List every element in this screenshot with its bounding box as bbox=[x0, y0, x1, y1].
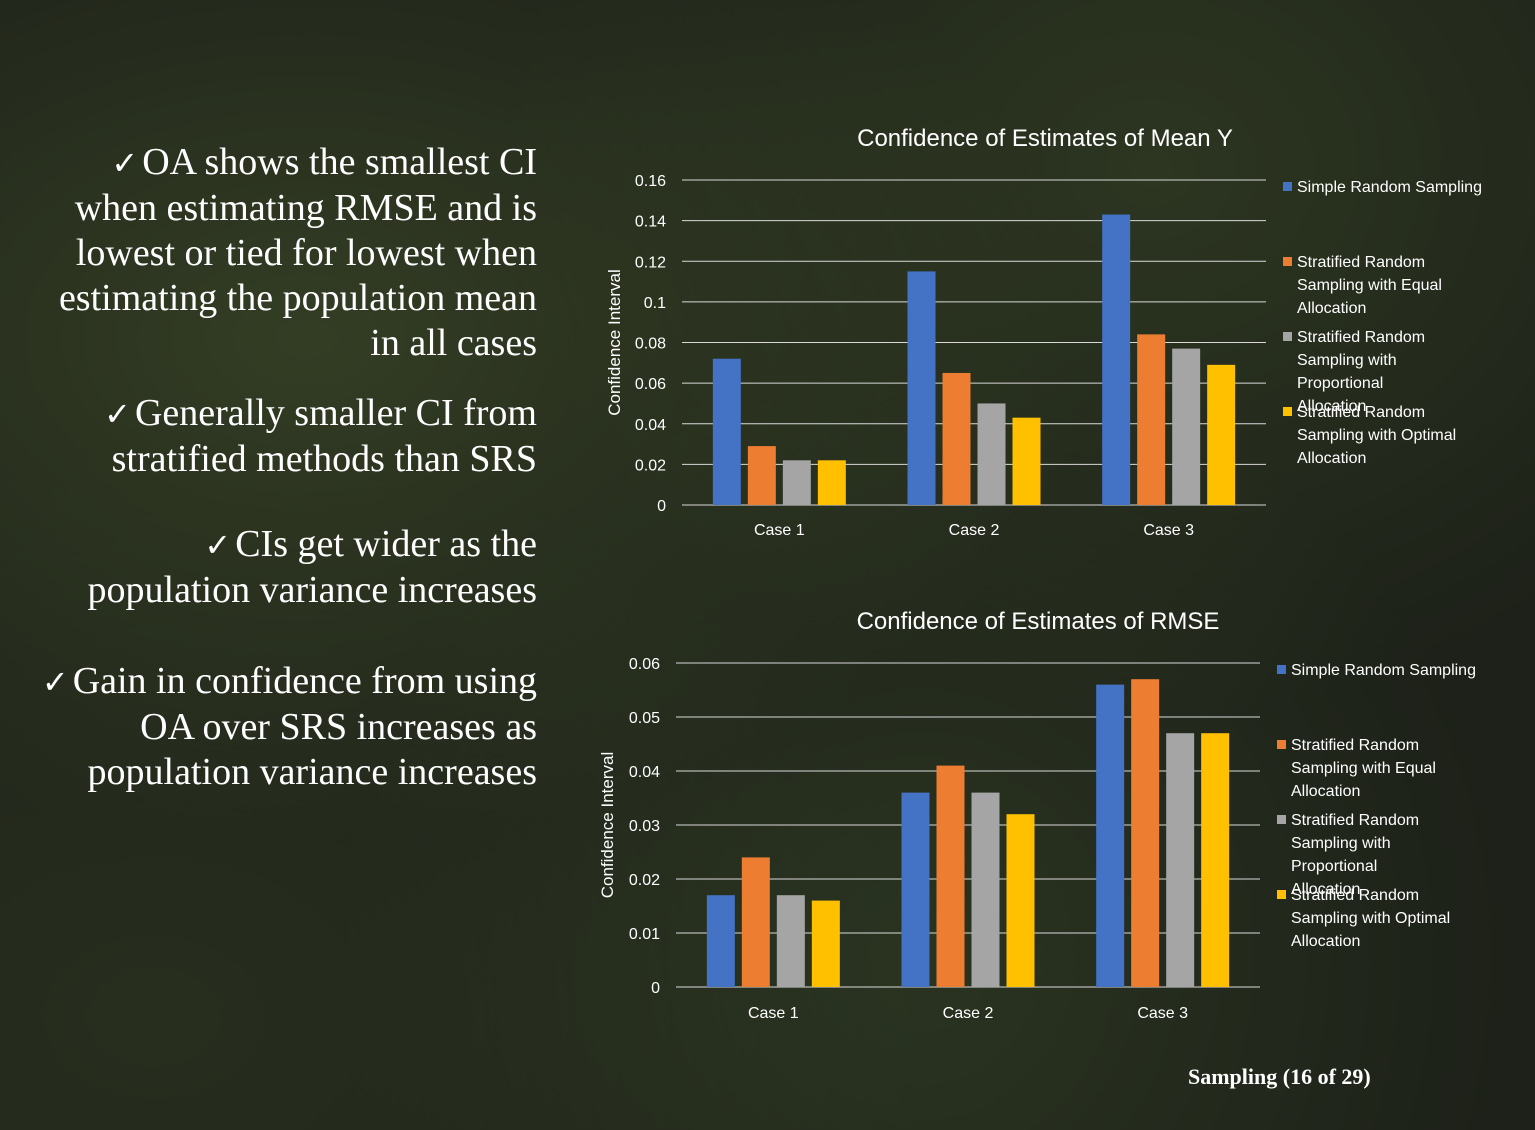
bullet-item: ✓ Gain in confidence from using OA over S… bbox=[40, 659, 537, 795]
bullet-item: ✓ Generally smaller CI from stratified me… bbox=[40, 391, 537, 482]
y-tick-label: 0.08 bbox=[635, 336, 666, 353]
check-icon: ✓ bbox=[104, 395, 131, 433]
slide-footer: Sampling (16 of 29) bbox=[1188, 1064, 1371, 1089]
bar bbox=[1207, 364, 1236, 505]
bullet-text: Generally smaller CI from stratified met… bbox=[111, 392, 537, 480]
legend-label: Stratified Random Sampling with Equal Allo… bbox=[1297, 254, 1442, 317]
y-tick-label: 0 bbox=[657, 498, 666, 515]
bar bbox=[706, 895, 735, 987]
chart-title: Confidence of Estimates of Mean Y bbox=[857, 125, 1233, 152]
check-icon: ✓ bbox=[204, 526, 232, 564]
bar bbox=[811, 900, 840, 987]
check-icon: ✓ bbox=[41, 663, 69, 701]
legend-swatch bbox=[1283, 182, 1292, 191]
bar bbox=[712, 358, 741, 505]
y-tick-label: 0.03 bbox=[629, 818, 660, 835]
legend-label: Simple Random Sampling bbox=[1297, 179, 1482, 196]
y-tick-label: 0 bbox=[651, 980, 660, 997]
y-tick-label: 0.06 bbox=[629, 656, 660, 673]
bar bbox=[747, 446, 776, 505]
bullet-text: Gain in confidence from using OA over SR… bbox=[72, 660, 537, 793]
x-tick-label: Case 1 bbox=[748, 1005, 799, 1022]
y-tick-label: 0.01 bbox=[629, 926, 660, 943]
legend-label: Stratified Random Sampling with Proportion… bbox=[1297, 329, 1425, 415]
bar bbox=[971, 792, 1000, 987]
x-tick-label: Case 1 bbox=[754, 522, 805, 539]
y-tick-label: 0.04 bbox=[635, 417, 666, 434]
y-axis-label: Confidence Interval bbox=[598, 752, 617, 898]
y-tick-label: 0.05 bbox=[629, 710, 660, 727]
bar bbox=[741, 857, 770, 987]
bar bbox=[782, 460, 811, 505]
y-tick-label: 0.04 bbox=[629, 764, 660, 781]
bar bbox=[1172, 348, 1201, 505]
bullet-text: CIs get wider as the population variance… bbox=[87, 523, 537, 611]
bar bbox=[817, 460, 846, 505]
legend-swatch bbox=[1277, 815, 1286, 824]
bar bbox=[1012, 417, 1041, 505]
x-tick-label: Case 2 bbox=[943, 1005, 994, 1022]
chart-title: Confidence of Estimates of RMSE bbox=[857, 608, 1220, 635]
y-tick-label: 0.1 bbox=[644, 295, 666, 312]
bar bbox=[1006, 814, 1035, 987]
legend-swatch bbox=[1277, 665, 1286, 674]
x-tick-label: Case 3 bbox=[1143, 522, 1194, 539]
bar bbox=[936, 765, 965, 987]
legend-label: Simple Random Sampling bbox=[1291, 662, 1476, 679]
bullet-list: ✓ OA shows the smallest CI when estimatin… bbox=[40, 140, 537, 820]
y-axis-label: Confidence Interval bbox=[605, 269, 624, 415]
y-tick-label: 0.06 bbox=[635, 376, 666, 393]
y-tick-label: 0.14 bbox=[635, 214, 666, 231]
bar bbox=[942, 372, 971, 505]
legend-swatch bbox=[1283, 407, 1292, 416]
y-tick-label: 0.02 bbox=[635, 457, 666, 474]
x-tick-label: Case 2 bbox=[949, 522, 1000, 539]
legend-swatch bbox=[1277, 740, 1286, 749]
legend-label: Stratified Random Sampling with Proportion… bbox=[1291, 812, 1419, 898]
bar bbox=[907, 271, 936, 505]
bar bbox=[1137, 334, 1166, 505]
bullet-item: ✓ CIs get wider as the population varianc… bbox=[40, 522, 537, 613]
legend-swatch bbox=[1283, 257, 1292, 266]
bar bbox=[901, 792, 930, 987]
bar bbox=[977, 403, 1006, 505]
y-tick-label: 0.02 bbox=[629, 872, 660, 889]
x-tick-label: Case 3 bbox=[1137, 1005, 1188, 1022]
bar bbox=[1102, 214, 1131, 505]
bar bbox=[1166, 733, 1195, 987]
bar bbox=[1201, 733, 1230, 987]
y-tick-label: 0.12 bbox=[635, 254, 666, 271]
legend-swatch bbox=[1277, 890, 1286, 899]
bar bbox=[1131, 679, 1160, 987]
bullet-text: OA shows the smallest CI when estimating… bbox=[58, 141, 537, 364]
bullet-item: ✓ OA shows the smallest CI when estimatin… bbox=[40, 140, 537, 366]
bar bbox=[776, 895, 805, 987]
check-icon: ✓ bbox=[111, 144, 139, 182]
legend-label: Stratified Random Sampling with Optimal Al… bbox=[1297, 404, 1456, 467]
legend-label: Stratified Random Sampling with Optimal Al… bbox=[1291, 887, 1450, 950]
y-tick-label: 0.16 bbox=[635, 173, 666, 190]
legend-label: Stratified Random Sampling with Equal Allo… bbox=[1291, 737, 1436, 800]
bar bbox=[1096, 684, 1125, 987]
legend-swatch bbox=[1283, 332, 1292, 341]
